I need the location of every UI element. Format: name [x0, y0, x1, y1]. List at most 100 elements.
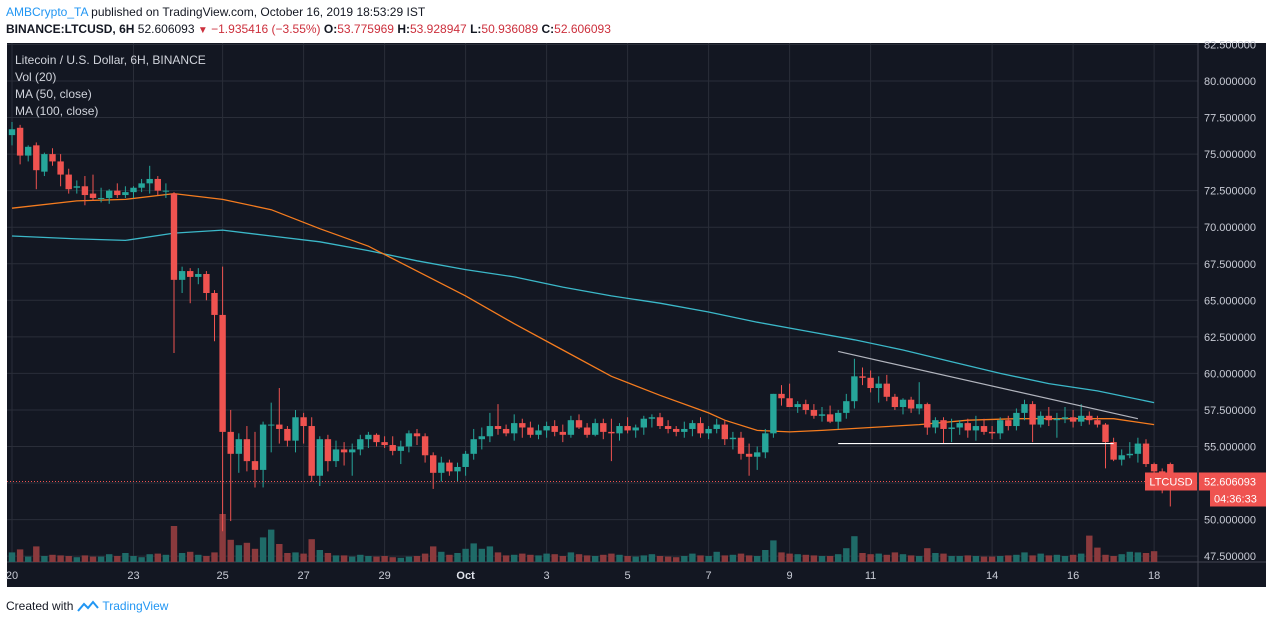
created-with-text: Created with [6, 599, 74, 613]
volume-bar [1150, 551, 1158, 562]
candle-body [810, 409, 818, 416]
price-tick-label: 67.500000 [1204, 259, 1256, 271]
volume-bar [41, 556, 48, 562]
candle-body [956, 423, 963, 428]
volume-bar [122, 553, 129, 562]
candle-body [373, 434, 380, 443]
volume-bar [745, 555, 753, 562]
volume-bar [689, 553, 696, 562]
volume-bar [33, 546, 40, 562]
trendline-drawing [838, 350, 1139, 420]
candle-body [543, 426, 550, 431]
volume-bar [178, 553, 186, 562]
candle-body [859, 376, 866, 378]
legend-ma50: MA (50, close) [15, 87, 92, 101]
price-tick-label: 80.000000 [1204, 76, 1256, 88]
volume-bar [916, 556, 923, 562]
candle-body [713, 424, 720, 429]
volume-bar [527, 554, 534, 562]
candle-body [1045, 415, 1052, 421]
last-price-tag [1199, 472, 1266, 491]
candle-body [689, 423, 696, 429]
volume-bar [559, 556, 566, 562]
time-tick-label: Oct [456, 570, 475, 582]
candle-body [381, 442, 388, 446]
volume-bar [389, 557, 396, 562]
candle-body [786, 398, 793, 408]
countdown-tag [1210, 490, 1266, 507]
candle-body [916, 404, 923, 409]
volume-bar [106, 554, 113, 562]
volume-bar [397, 557, 404, 562]
candle-body [349, 449, 356, 453]
tradingview-link[interactable]: TradingView [102, 599, 169, 613]
volume-bar [470, 543, 477, 562]
candle-body [1102, 424, 1109, 443]
volume-bar [972, 556, 980, 562]
candle-body [737, 437, 745, 454]
candle-body [122, 192, 129, 196]
candle-body [1126, 453, 1133, 456]
volume-bar [924, 548, 931, 562]
candle-body [138, 183, 145, 188]
candle-body [405, 433, 413, 447]
volume-bar [89, 556, 97, 562]
candle-body [41, 154, 48, 172]
volume-bar [1142, 553, 1150, 562]
chart-background [7, 43, 1266, 587]
candle-body [324, 439, 332, 462]
volume-bar [502, 555, 510, 562]
volume-bar [826, 556, 834, 562]
candle-body [907, 399, 915, 409]
volume-bar [778, 552, 785, 562]
candle-body [891, 396, 899, 408]
time-tick-label: 20 [6, 570, 18, 582]
volume-bar [1029, 555, 1036, 562]
candle-body [251, 461, 259, 470]
volume-bar [81, 555, 89, 562]
candle-body [16, 127, 24, 156]
symbol-label: BINANCE:LTCUSD, 6H [6, 22, 135, 36]
candle-body [551, 426, 558, 432]
candle-body [502, 428, 510, 434]
candle-body [705, 428, 712, 434]
time-tick-label: 23 [127, 570, 139, 582]
volume-bar [138, 557, 145, 562]
volume-bar [980, 556, 988, 562]
volume-bar [438, 551, 445, 562]
time-tick-label: 7 [706, 570, 712, 582]
volume-bar [308, 539, 315, 562]
volume-bar [1078, 553, 1085, 562]
volume-bar [851, 536, 858, 562]
author-link[interactable]: AMBCrypto_TA [6, 5, 88, 19]
volume-bar [1037, 553, 1044, 562]
candle-body [721, 424, 728, 440]
candle-body [1150, 464, 1158, 472]
candle-body [1037, 415, 1044, 425]
last-price-tag-label: 52.606093 [1204, 477, 1256, 489]
candle-body [608, 431, 615, 434]
candle-body [195, 273, 202, 277]
candle-body [292, 417, 299, 441]
price-tick-label: 70.000000 [1204, 222, 1256, 234]
candle-body [519, 423, 526, 428]
candle-body [899, 399, 907, 408]
volume-bar [762, 550, 769, 562]
volume-bar [73, 557, 80, 562]
candle-body [1094, 420, 1101, 425]
candle-body [162, 190, 170, 192]
time-tick-label: 3 [544, 570, 550, 582]
legend-ma100: MA (100, close) [15, 104, 98, 118]
candle-body [268, 424, 275, 426]
volume-bar [57, 555, 64, 562]
volume-bar [859, 553, 866, 562]
volume-bar [486, 546, 494, 562]
volume-bar [251, 548, 259, 562]
volume-bar [802, 554, 809, 562]
volume-bar [324, 553, 332, 562]
volume-bar [1086, 535, 1093, 562]
candle-body [454, 466, 461, 472]
candle-body [8, 129, 16, 136]
candle-body [673, 428, 680, 432]
